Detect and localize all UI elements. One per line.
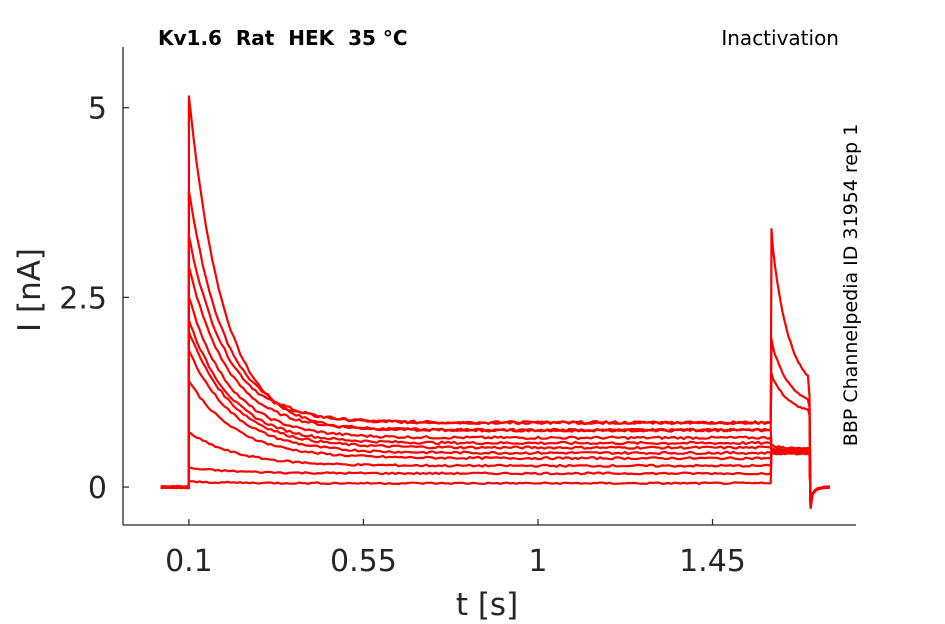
current-trace	[160, 431, 831, 509]
y-axis-label: I [nA]	[12, 248, 48, 332]
x-tick-label: 1	[528, 544, 547, 579]
current-trace	[160, 265, 831, 506]
current-trace	[160, 330, 831, 508]
current-trace	[160, 319, 831, 509]
y-axis-ticks: 02.55	[59, 92, 129, 506]
y-tick-label: 0	[88, 471, 107, 506]
current-trace	[160, 235, 831, 507]
current-trace	[160, 451, 831, 508]
x-tick-label: 0.55	[330, 544, 397, 579]
y-tick-label: 2.5	[59, 281, 107, 316]
current-trace	[160, 349, 831, 509]
current-trace	[160, 296, 831, 508]
x-axis-label: t [s]	[456, 587, 518, 623]
x-tick-label: 1.45	[679, 544, 746, 579]
trace-group	[160, 95, 831, 509]
y-tick-label: 5	[88, 92, 107, 127]
x-axis-ticks: 0.1 0.55 1 1.45	[165, 519, 746, 579]
current-trace	[160, 452, 831, 509]
chart-title: Kv1.6 Rat HEK 35 °C	[158, 26, 408, 50]
protocol-label: Inactivation	[721, 26, 839, 50]
current-trace	[160, 379, 831, 508]
x-tick-label: 0.1	[165, 544, 213, 579]
